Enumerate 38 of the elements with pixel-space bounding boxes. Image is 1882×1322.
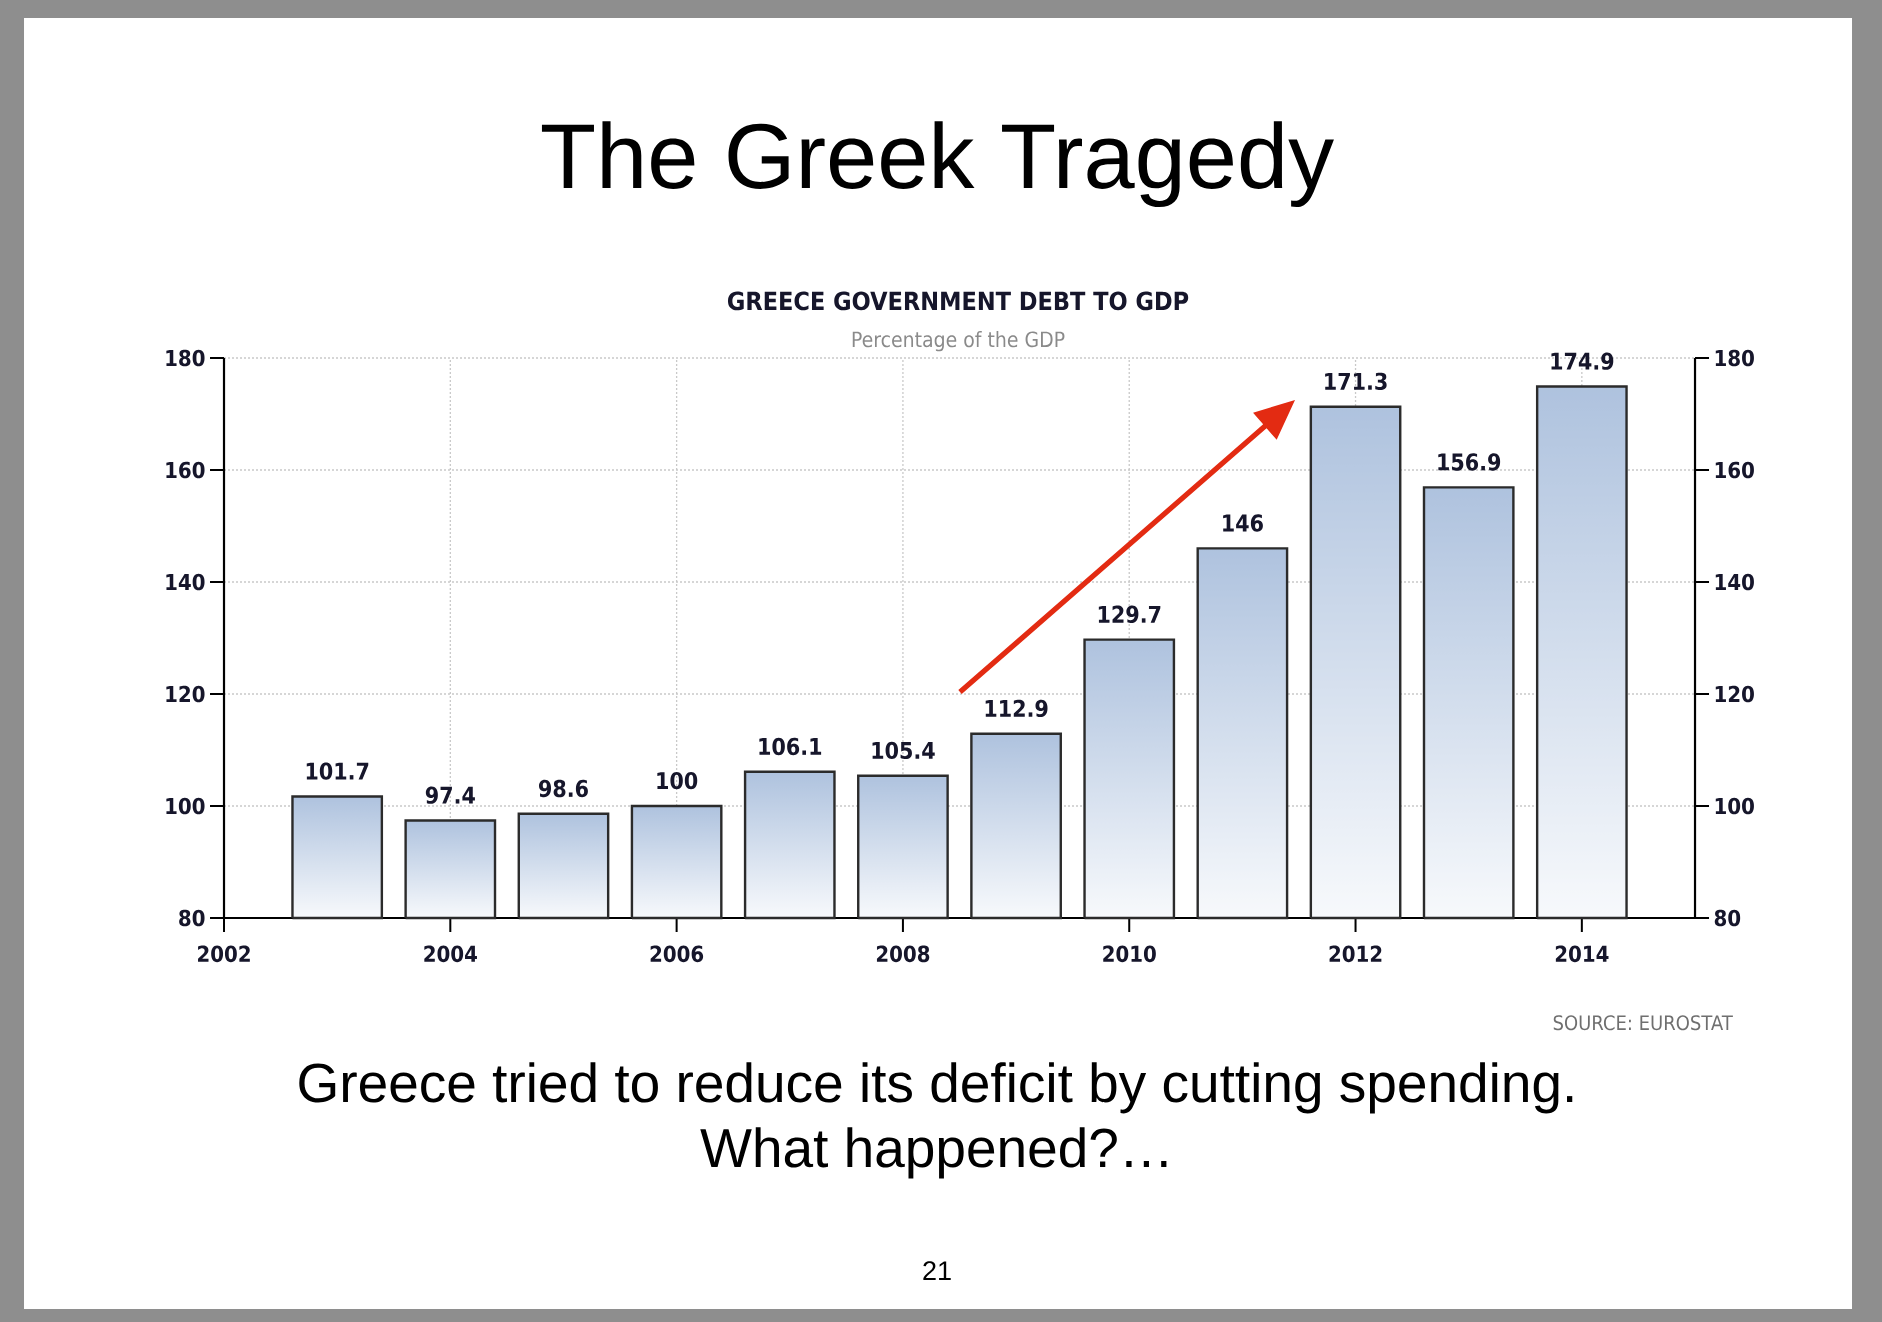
y2-tick-label: 120 bbox=[1715, 685, 1754, 703]
y-tick-label: 100 bbox=[166, 797, 205, 815]
y-tick-label: 180 bbox=[166, 349, 205, 367]
y-tick-label: 160 bbox=[166, 461, 205, 479]
text: What happened?… bbox=[700, 1127, 1167, 1179]
data-label: 112.9 bbox=[985, 699, 1048, 718]
y2-tick-label: 100 bbox=[1715, 797, 1754, 815]
text: Greece tried to reduce its deficit by cutting spending. bbox=[299, 1062, 1573, 1114]
chart-subtitle: GREECE GOVERNMENT DEBT TO GDP bbox=[727, 291, 1189, 311]
x-tick-label: 2006 bbox=[650, 945, 704, 963]
data-label: 98.6 bbox=[539, 779, 588, 798]
data-label: 174.9 bbox=[1551, 352, 1614, 370]
source-note: SOURCE: EUROSTAT bbox=[1553, 1015, 1733, 1031]
x-tick-label: 2010 bbox=[1103, 945, 1156, 963]
y2-tick-label: 160 bbox=[1715, 461, 1754, 479]
x-tick-label: 2012 bbox=[1329, 945, 1382, 963]
y-tick-label: 140 bbox=[166, 573, 205, 591]
x-tick-label: 2008 bbox=[876, 945, 930, 963]
text: Percentage of the GDP bbox=[852, 331, 1065, 352]
chart-title: The Greek Tragedy bbox=[541, 121, 1334, 208]
data-label: 100 bbox=[657, 771, 698, 790]
data-label: 146 bbox=[1223, 514, 1263, 532]
y-tick-label: 120 bbox=[166, 685, 205, 703]
y2-tick-label: 80 bbox=[1714, 909, 1741, 927]
data-label: 97.4 bbox=[425, 786, 475, 804]
data-label: 101.7 bbox=[306, 762, 369, 780]
y-tick-label: 80 bbox=[179, 909, 205, 927]
text: 21 bbox=[923, 1261, 951, 1280]
x-tick-label: 2014 bbox=[1555, 945, 1609, 963]
y2-tick-label: 180 bbox=[1715, 349, 1754, 367]
y2-tick-label: 140 bbox=[1715, 573, 1754, 591]
x-tick-label: 2002 bbox=[198, 945, 250, 963]
data-label: 106.1 bbox=[759, 737, 822, 756]
data-label: 171.3 bbox=[1325, 372, 1387, 391]
data-label: 129.7 bbox=[1098, 605, 1161, 623]
data-label: 156.9 bbox=[1438, 453, 1501, 471]
x-tick-label: 2004 bbox=[424, 945, 477, 963]
data-label: 105.4 bbox=[872, 741, 935, 760]
